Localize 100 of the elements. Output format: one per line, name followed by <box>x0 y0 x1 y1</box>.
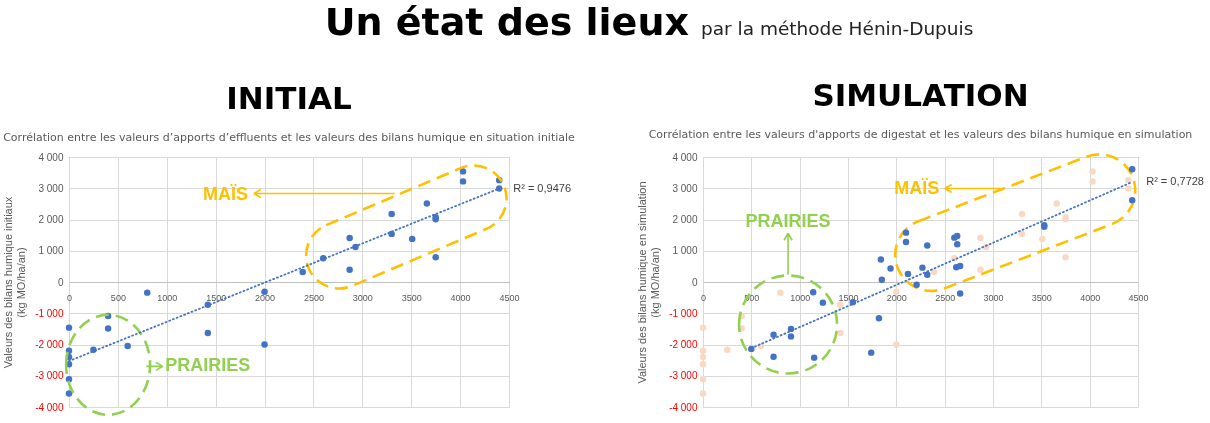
point <box>1125 185 1132 192</box>
point <box>699 353 707 361</box>
y-tick-label: -1 000 <box>669 307 698 319</box>
y-tick-label: -4 000 <box>669 401 698 413</box>
point <box>819 299 827 306</box>
chart-title: SIMULATION <box>812 77 1029 114</box>
point <box>902 229 910 236</box>
point <box>924 242 931 249</box>
annotation: PRAIRIES <box>745 210 831 231</box>
point <box>1018 230 1026 238</box>
point <box>977 266 984 274</box>
y-tick-label: -2 000 <box>35 339 64 350</box>
x-tick-label: 2000 <box>886 292 907 303</box>
point <box>893 341 900 348</box>
point <box>777 289 784 296</box>
y-tick-label: -3 000 <box>35 370 64 382</box>
annotation: MAÏS <box>202 183 248 204</box>
text: par la méthode Hénin-Dupuis <box>700 18 974 39</box>
point <box>770 331 777 339</box>
point <box>809 289 817 296</box>
y-tick-label: 3 000 <box>672 182 698 194</box>
x-tick-label: 2500 <box>303 292 324 303</box>
point <box>346 266 353 274</box>
y-tick-label: 2 000 <box>672 214 698 225</box>
y-tick-label: 0 <box>691 276 698 288</box>
annotation: MAÏS <box>894 177 940 198</box>
y-tick-label: 4 000 <box>672 151 698 163</box>
y-tick-label: 0 <box>57 276 64 288</box>
point <box>423 200 431 207</box>
x-tick-label: 4500 <box>1128 292 1149 303</box>
x-tick-label: 3500 <box>1031 292 1052 303</box>
point <box>1089 168 1096 175</box>
point <box>956 262 964 270</box>
point <box>930 268 938 276</box>
point <box>432 254 439 261</box>
point <box>953 240 961 248</box>
point <box>1018 210 1026 218</box>
y-tick-label: 1 000 <box>38 245 64 257</box>
point <box>65 324 73 331</box>
point <box>408 235 416 243</box>
point <box>699 390 707 397</box>
y-tick-label: -2 000 <box>669 339 698 350</box>
point <box>977 234 984 242</box>
x-tick-label: 2000 <box>255 292 276 303</box>
point <box>1125 176 1132 184</box>
y-axis-title: Valeurs des bilans humique initiaux (kg MO/ha/an) <box>2 196 28 369</box>
point <box>459 178 467 185</box>
point <box>495 185 503 192</box>
x-tick-label: 0 <box>66 292 73 303</box>
point <box>1039 235 1046 243</box>
point <box>723 346 731 354</box>
point <box>1062 254 1069 261</box>
point <box>65 390 73 397</box>
point <box>913 281 920 289</box>
point <box>1128 196 1136 204</box>
point <box>924 271 931 279</box>
text: Un état des lieux <box>324 0 689 44</box>
point <box>878 276 886 284</box>
y-tick-label: 3 000 <box>38 182 64 194</box>
point <box>388 210 395 218</box>
y-tick-label: -3 000 <box>669 370 698 382</box>
y-tick-label: -1 000 <box>35 307 64 319</box>
point <box>893 288 900 295</box>
point <box>837 329 844 337</box>
x-tick-label: 1500 <box>206 292 227 303</box>
y-tick-label: 2 000 <box>38 214 64 225</box>
point <box>699 360 707 368</box>
point <box>787 333 795 340</box>
point <box>770 353 777 360</box>
annotation: R² = 0,9476 <box>513 181 572 194</box>
point <box>143 289 151 296</box>
annotation: PRAIRIES <box>165 355 251 376</box>
point <box>261 341 268 348</box>
x-tick-label: 4500 <box>499 292 520 303</box>
x-tick-label: 3500 <box>401 292 422 303</box>
x-tick-label: 0 <box>700 292 707 303</box>
x-tick-label: 4000 <box>1080 292 1101 303</box>
x-tick-label: 2500 <box>935 292 956 303</box>
y-tick-label: 4 000 <box>38 151 64 163</box>
x-tick-label: 1000 <box>157 292 178 303</box>
point <box>699 324 707 331</box>
point <box>204 329 212 337</box>
chart-subtitle: Corrélation entre les valeurs d'apports de digestat et les valeurs des bilans humique en simulation <box>648 128 1193 142</box>
y-tick-label: -4 000 <box>35 401 64 413</box>
point <box>1089 178 1096 185</box>
point <box>261 288 268 295</box>
point <box>124 342 131 350</box>
point <box>699 375 707 383</box>
point <box>837 301 844 309</box>
x-tick-label: 1000 <box>790 292 811 303</box>
point <box>904 270 912 278</box>
point <box>352 243 359 251</box>
point <box>1053 200 1061 207</box>
x-tick-label: 3000 <box>983 292 1004 303</box>
x-tick-label: 3000 <box>352 292 373 303</box>
annotation: R² = 0,7728 <box>1146 175 1204 187</box>
y-axis-title: Valeurs des bilans humique en simulation (kg MO/ha/an) <box>636 181 662 384</box>
point <box>877 256 885 263</box>
point <box>104 325 112 332</box>
point <box>810 354 818 361</box>
